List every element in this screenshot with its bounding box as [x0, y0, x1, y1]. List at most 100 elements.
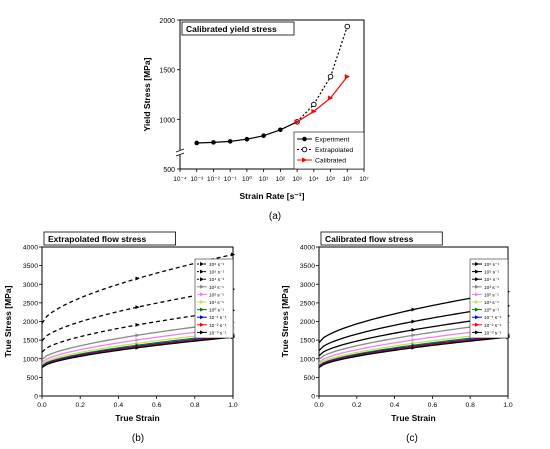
b-series-9-marker [135, 345, 140, 350]
c-x-tick-label: 1.0 [503, 402, 513, 409]
a-series-0-marker [227, 139, 233, 144]
b-legend-7-marker [200, 315, 205, 320]
c-series-0-marker [411, 307, 416, 312]
b-y-tick-label: 1000 [23, 356, 38, 363]
b-legend-4-marker [200, 292, 205, 297]
c-series-9-marker [411, 345, 416, 350]
c-y-tick-label: 1000 [300, 356, 315, 363]
c-legend-7-marker [475, 315, 480, 320]
c-legend-9-marker [475, 330, 480, 335]
c-legend-label: 10⁶ s⁻¹ [484, 262, 500, 268]
c-series-2-marker [411, 327, 416, 332]
caption-a: (a) [269, 211, 281, 222]
a-y-tick-label: 1000 [159, 117, 175, 124]
c-legend-0-marker [475, 262, 480, 266]
c-x-axis-label: True Strain [391, 413, 435, 423]
a-x-tick-label: 10⁻³ [190, 176, 204, 183]
c-x-tick-label: 0.8 [465, 402, 475, 409]
c-y-axis-label: True Stress [MPa] [280, 285, 290, 357]
b-series-0-marker [135, 276, 140, 281]
c-legend-3-marker [475, 284, 480, 289]
b-series-4-marker [135, 337, 140, 342]
b-legend-label: 10⁵ s⁻¹ [209, 270, 225, 276]
a-series-2-marker [311, 108, 317, 114]
c-series-1-marker [411, 319, 416, 324]
c-legend-label: 10³ s⁻¹ [484, 285, 499, 291]
a-y-tick-label: 500 [163, 167, 175, 174]
a-x-tick-label: 10⁵ [326, 176, 336, 183]
b-title-box [43, 231, 177, 246]
c-legend-6-marker [475, 307, 480, 312]
c-legend-label: 10⁰ s⁻¹ [484, 308, 500, 314]
c-y-tick-label: 3000 [300, 282, 315, 289]
c-x-tick-label: 0.0 [314, 402, 324, 409]
b-y-tick-label: 3000 [23, 282, 38, 289]
c-legend-label: 10¹ s⁻¹ [484, 300, 499, 306]
b-x-tick-label: 1.0 [228, 402, 238, 409]
a-y-tick-label: 1500 [159, 68, 175, 75]
c-y-tick-label: 3500 [300, 263, 315, 270]
a-y-axis-label: Yield Stress [MPa] [142, 57, 152, 131]
b-legend-label: 10⁻² s⁻¹ [209, 323, 227, 329]
b-y-tick-label: 1500 [23, 338, 38, 345]
b-legend-label: 10⁻¹ s⁻¹ [209, 315, 227, 321]
a-legend-label: Experiment [315, 137, 349, 144]
b-legend-label: 10⁶ s⁻¹ [209, 262, 225, 268]
a-title-box [181, 21, 295, 36]
b-series-2-marker [135, 322, 140, 327]
c-y-tick-label: 2000 [300, 319, 315, 326]
caption-c: (c) [406, 433, 418, 444]
a-legend-label: Calibrated [315, 158, 346, 165]
a-y-tick-label: 2000 [159, 18, 175, 25]
b-x-tick-label: 0.8 [190, 402, 200, 409]
a-x-tick-label: 10⁶ [342, 176, 352, 183]
b-y-axis-label: True Stress [MPa] [3, 285, 13, 357]
a-legend-0-marker [302, 136, 307, 142]
a-series-1-marker [311, 101, 317, 108]
c-x-tick-label: 0.2 [352, 402, 362, 409]
a-plot-frame [179, 19, 365, 170]
b-legend-5-marker [200, 300, 205, 304]
a-series-0-marker [244, 136, 250, 142]
a-x-tick-label: 10⁻² [207, 176, 221, 183]
c-legend-2-marker [475, 277, 480, 282]
a-title: Calibrated yield stress [186, 24, 277, 34]
c-title: Calibrated flow stress [325, 234, 414, 244]
b-series-1-line [41, 288, 234, 342]
a-series-0-marker [194, 140, 200, 146]
a-series-2-line [296, 76, 348, 123]
a-x-tick-label: 10³ [292, 176, 302, 183]
a-series-1-marker [327, 73, 334, 80]
a-series-2-marker [344, 74, 351, 80]
b-y-tick-label: 2000 [23, 319, 38, 326]
a-x-tick-label: 10⁴ [309, 176, 319, 183]
b-legend-6-marker [200, 307, 205, 312]
a-x-tick-label: 10⁷ [359, 176, 369, 183]
a-x-axis-label: Strain Rate [s⁻¹] [240, 191, 305, 201]
b-y-tick-label: 2500 [23, 300, 38, 307]
b-legend-label: 10⁴ s⁻¹ [209, 277, 225, 283]
a-series-2-marker [328, 95, 334, 101]
b-legend-8-marker [200, 322, 205, 327]
c-legend-label: 10² s⁻¹ [484, 292, 499, 298]
a-series-2-marker [294, 119, 300, 125]
a-legend-label: Extrapolated [315, 147, 353, 154]
b-y-tick-label: 4000 [23, 245, 38, 252]
a-x-tick-label: 10⁻¹ [224, 176, 238, 183]
c-y-tick-label: 500 [304, 375, 316, 382]
c-legend-label: 10⁻³ s⁻¹ [484, 330, 502, 336]
a-x-tick-label: 10² [276, 176, 286, 183]
a-axis-break-mark [175, 152, 185, 157]
b-legend-1-marker [200, 269, 205, 274]
c-y-tick-label: 4000 [300, 245, 315, 252]
a-series-0-marker [278, 127, 283, 133]
b-legend-9-marker [200, 330, 205, 335]
a-axis-break-gap [177, 150, 183, 155]
c-legend-5-marker [475, 300, 480, 304]
b-series-3-marker [135, 333, 140, 338]
a-series-0-marker [261, 133, 266, 139]
a-series-1-line [296, 26, 348, 123]
b-legend-3-marker [200, 284, 205, 289]
c-series-3-marker [411, 333, 416, 338]
c-y-tick-label: 2500 [300, 300, 315, 307]
